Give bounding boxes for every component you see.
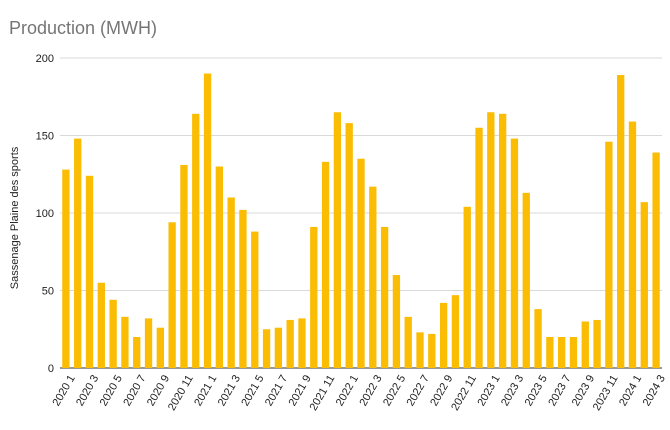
bar-2023-3: [510, 138, 519, 368]
bar-2022-2: [357, 158, 365, 368]
bar-2023-6: [546, 337, 554, 368]
y-axis-ticks: 0 50 100 150 200: [36, 53, 54, 375]
bar-2023-11: [605, 141, 613, 368]
bar-2021-8: [286, 319, 294, 368]
bar-2022-5: [392, 275, 401, 368]
bar-2022-1: [345, 123, 353, 368]
bar-2022-3: [369, 186, 377, 368]
bar-2021-9: [298, 318, 306, 368]
bar-2023-2: [498, 113, 507, 368]
bar-2023-12: [617, 75, 625, 369]
bar-2021-11: [321, 161, 330, 368]
bar-2021-6: [262, 329, 271, 368]
bar-2022-10: [451, 295, 460, 368]
bar-2023-7: [558, 337, 566, 368]
bar-2024-3: [652, 152, 660, 368]
bar-2020-4: [97, 282, 105, 368]
bar-2020-1: [62, 169, 70, 368]
bar-2020-9: [156, 327, 164, 368]
bar-2023-4: [522, 192, 530, 368]
bar-2020-12: [192, 113, 200, 368]
bar-2021-1: [203, 73, 212, 368]
bar-2021-10: [310, 226, 318, 368]
bar-2020-6: [121, 316, 129, 368]
bar-2021-7: [274, 327, 283, 368]
chart-title: Production (MWH): [9, 18, 158, 38]
bar-2023-8: [569, 337, 578, 368]
y-tick-label: 100: [36, 208, 54, 220]
bar-2021-2: [215, 166, 224, 368]
bar-2022-11: [463, 206, 471, 368]
bars: [62, 73, 660, 369]
y-tick-label: 150: [36, 131, 54, 143]
bar-2023-1: [487, 112, 495, 368]
y-tick-label: 50: [42, 286, 54, 298]
y-axis-label: Sassenage Plaine des sports: [9, 146, 21, 289]
bar-2023-5: [534, 309, 542, 368]
bar-2023-9: [581, 321, 589, 368]
bar-2024-1: [628, 121, 637, 368]
bar-2020-2: [74, 138, 82, 368]
bar-2023-10: [593, 319, 601, 368]
bar-2020-5: [109, 299, 117, 368]
bar-2024-2: [640, 202, 648, 368]
bar-2020-11: [180, 164, 188, 368]
bar-2022-12: [475, 127, 483, 368]
bar-2021-3: [227, 197, 235, 368]
bar-2022-6: [404, 316, 412, 368]
bar-2020-3: [85, 175, 94, 368]
bar-2021-5: [251, 231, 259, 368]
bar-2021-12: [333, 112, 342, 368]
y-tick-label: 0: [48, 363, 54, 375]
bar-2020-10: [168, 222, 176, 368]
bar-2021-4: [239, 209, 247, 368]
bar-2022-9: [439, 302, 448, 368]
x-tick-label: 2024 3: [641, 373, 668, 408]
bar-2022-4: [380, 226, 389, 368]
bar-2022-8: [428, 333, 436, 368]
y-tick-label: 200: [36, 53, 54, 65]
bar-2020-7: [133, 337, 141, 368]
bar-2022-7: [416, 332, 424, 368]
bar-2020-8: [144, 318, 153, 368]
